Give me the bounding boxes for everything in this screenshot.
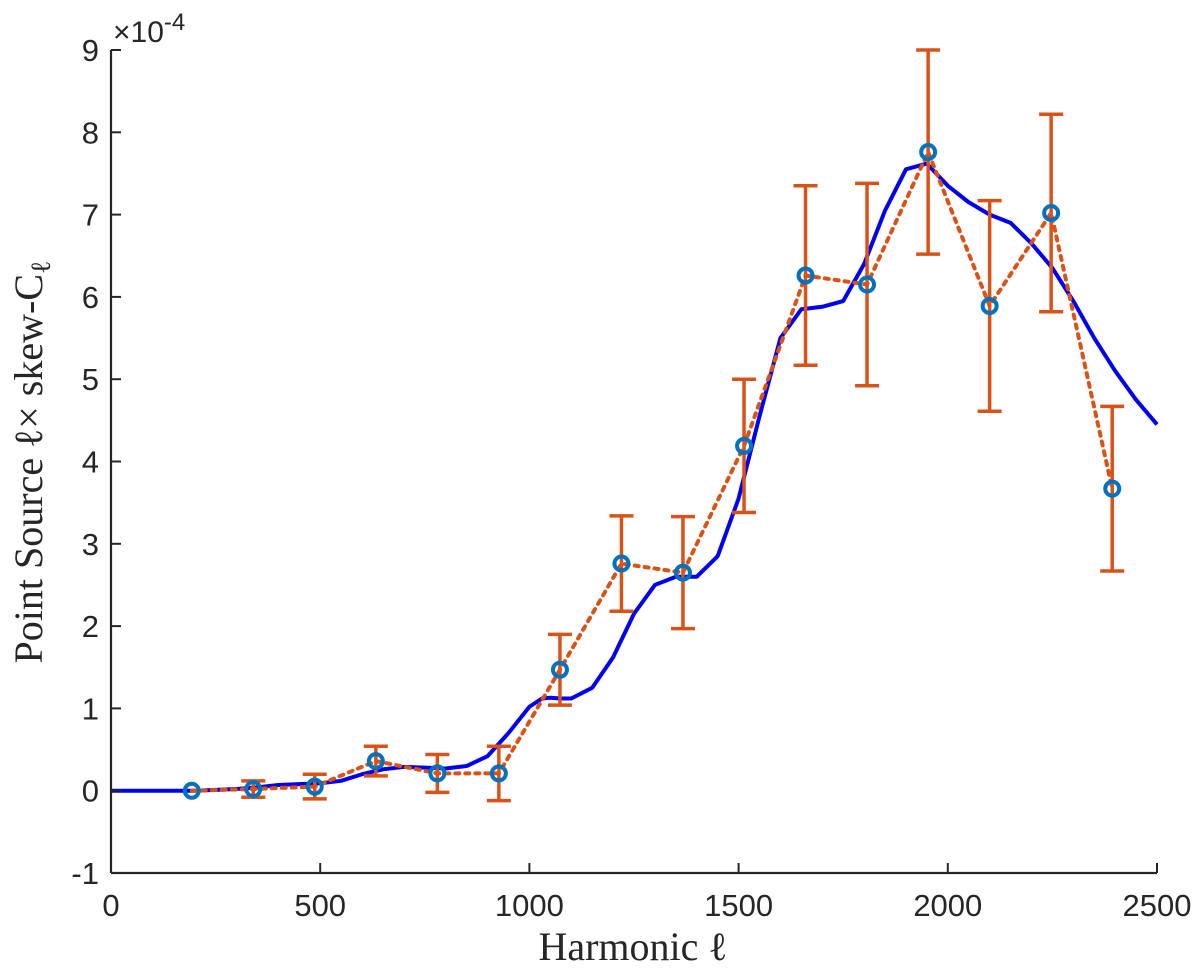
data-point-marker <box>550 660 569 679</box>
axes <box>109 50 1157 875</box>
y-tick-label: 1 <box>82 691 99 726</box>
x-axis-label: Harmonic ℓ <box>538 924 727 968</box>
y-tick-label: 2 <box>82 609 99 644</box>
x-tick-label: 500 <box>294 888 346 923</box>
data-dotted-line <box>189 146 1115 793</box>
data-point-marker <box>244 780 263 799</box>
y-tick-label: 7 <box>82 198 99 233</box>
y-tick-label: 4 <box>82 445 99 480</box>
x-tick-label: 0 <box>102 888 119 923</box>
y-tick-label: 0 <box>82 774 99 809</box>
x-tick-label: 1000 <box>495 888 564 923</box>
error-bar <box>609 514 634 614</box>
data-point-marker <box>980 296 999 315</box>
data-point-marker <box>182 781 201 800</box>
x-tick-label: 2500 <box>1123 888 1192 923</box>
data-point-marker <box>673 563 692 582</box>
y-tick-label: 9 <box>82 33 99 68</box>
y-tick-label: 3 <box>82 527 99 562</box>
data-point-marker <box>735 436 754 455</box>
data-point-marker <box>796 266 815 285</box>
y-exponent-power: -4 <box>164 9 185 36</box>
error-bar <box>1100 404 1125 573</box>
data-point-marker <box>1042 203 1061 222</box>
data-point-marker <box>366 752 385 771</box>
data-point-marker <box>1103 479 1122 498</box>
y-ticks: -1 0 1 2 3 4 5 6 7 8 9 <box>71 33 121 891</box>
x-tick-label: 2000 <box>913 888 982 923</box>
y-axis-label: Point Source ℓ× skew-Cℓ <box>6 261 57 664</box>
y-exponent-label: ×10-4 <box>113 9 185 49</box>
model-curve-layer <box>111 161 1159 793</box>
y-axis-label-subscript: ℓ <box>26 261 57 274</box>
data-point-marker <box>919 143 938 162</box>
y-exponent-base: ×10 <box>113 16 164 49</box>
data-point-marker <box>612 554 631 573</box>
data-point-marker <box>489 764 508 783</box>
y-tick-label: 6 <box>82 280 99 315</box>
y-tick-label: 5 <box>82 362 99 397</box>
x-ticks: 0 500 1000 1500 2000 2500 <box>102 863 1191 923</box>
data-point-marker <box>428 764 447 783</box>
data-point-marker <box>305 777 324 796</box>
x-tick-label: 1500 <box>704 888 773 923</box>
y-tick-label: -1 <box>71 856 99 891</box>
y-axis-label-main: Point Source ℓ× skew-C <box>6 274 51 663</box>
model-curve-line <box>111 161 1159 793</box>
data-series-layer <box>182 48 1125 803</box>
y-tick-label: 8 <box>82 115 99 150</box>
data-point-marker <box>858 275 877 294</box>
